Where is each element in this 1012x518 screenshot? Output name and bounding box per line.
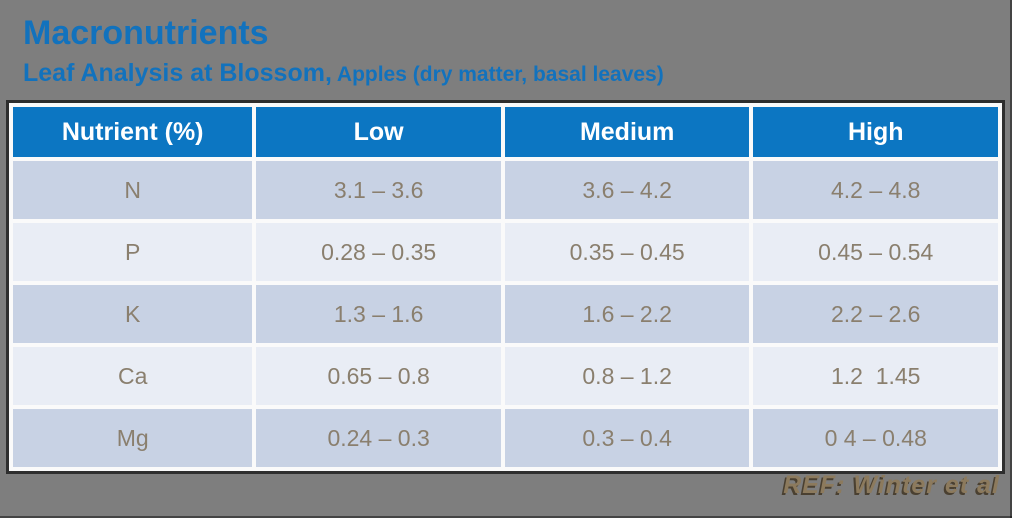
nutrient-cell: Mg <box>13 409 253 467</box>
table-row-k: K 1.3 – 1.6 1.6 – 2.2 2.2 – 2.6 <box>13 285 998 343</box>
medium-cell: 1.6 – 2.2 <box>504 285 750 343</box>
nutrient-cell: P <box>13 223 253 281</box>
low-cell: 0.28 – 0.35 <box>256 223 501 281</box>
column-header-high: High <box>753 107 998 157</box>
high-cell: 0.45 – 0.54 <box>753 223 998 281</box>
nutrient-cell: N <box>13 161 253 219</box>
high-cell: 1.2 1.45 <box>753 347 998 405</box>
medium-cell: 0.3 – 0.4 <box>504 409 750 467</box>
table-row-p: P 0.28 – 0.35 0.35 – 0.45 0.45 – 0.54 <box>13 223 998 281</box>
table-row-n: N 3.1 – 3.6 3.6 – 4.2 4.2 – 4.8 <box>13 161 998 219</box>
nutrient-cell: Ca <box>13 347 253 405</box>
subtitle-secondary: Apples (dry matter, basal leaves) <box>336 63 664 86</box>
column-header-medium: Medium <box>504 107 750 157</box>
table-row-mg: Mg 0.24 – 0.3 0.3 – 0.4 0 4 – 0.48 <box>13 409 998 467</box>
table-row-ca: Ca 0.65 – 0.8 0.8 – 1.2 1.2 1.45 <box>13 347 998 405</box>
page-title: Macronutrients <box>23 14 269 52</box>
subtitle-primary: Leaf Analysis at Blossom, <box>23 59 332 87</box>
column-header-low: Low <box>256 107 501 157</box>
table-header-row: Nutrient (%) Low Medium High <box>13 107 998 157</box>
medium-cell: 3.6 – 4.2 <box>504 161 750 219</box>
high-cell: 4.2 – 4.8 <box>753 161 998 219</box>
low-cell: 3.1 – 3.6 <box>256 161 501 219</box>
low-cell: 1.3 – 1.6 <box>256 285 501 343</box>
column-header-nutrient: Nutrient (%) <box>13 107 253 157</box>
low-cell: 0.24 – 0.3 <box>256 409 501 467</box>
low-cell: 0.65 – 0.8 <box>256 347 501 405</box>
high-cell: 2.2 – 2.6 <box>753 285 998 343</box>
reference-text: REF: Winter et al <box>783 471 1000 499</box>
medium-cell: 0.35 – 0.45 <box>504 223 750 281</box>
nutrient-table: Nutrient (%) Low Medium High N 3.1 – 3.6… <box>6 100 1005 474</box>
nutrient-cell: K <box>13 285 253 343</box>
page-subtitle: Leaf Analysis at Blossom, Apples (dry mat… <box>23 58 664 88</box>
medium-cell: 0.8 – 1.2 <box>504 347 750 405</box>
high-cell: 0 4 – 0.48 <box>753 409 998 467</box>
